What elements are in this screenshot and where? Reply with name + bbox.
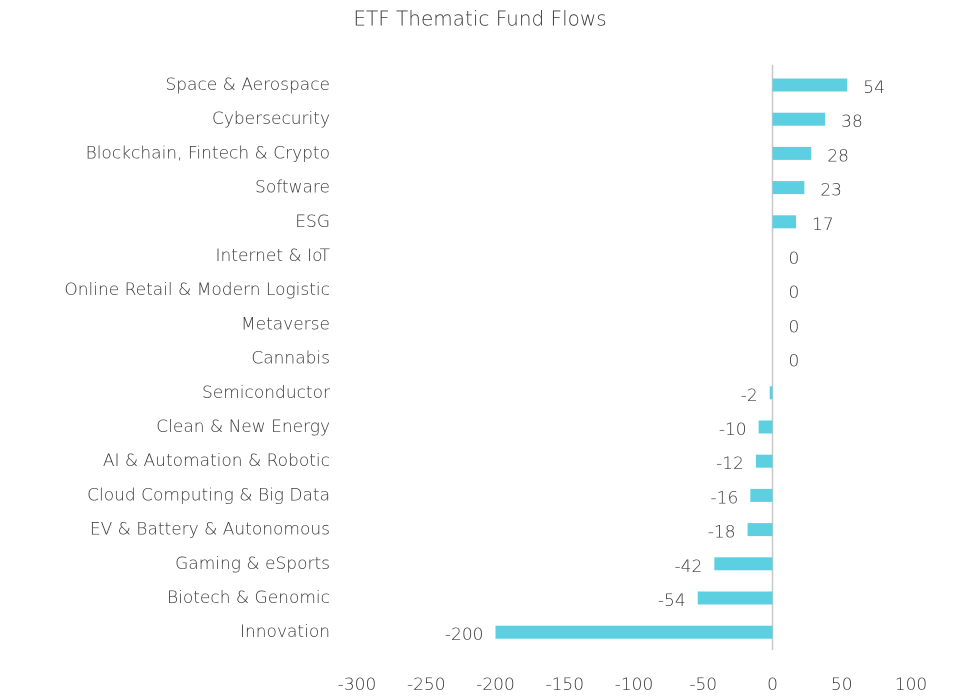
value-label: 28 — [827, 146, 849, 166]
value-label: -16 — [711, 488, 739, 508]
value-label: -10 — [719, 420, 747, 440]
x-tick-label: -150 — [545, 675, 584, 695]
value-label: 54 — [863, 78, 885, 98]
value-label: 38 — [841, 112, 863, 132]
category-label: AI & Automation & Robotic — [103, 451, 330, 471]
bar — [772, 146, 812, 160]
category-label: Online Retail & Modern Logistic — [64, 280, 330, 300]
category-label: Semiconductor — [202, 383, 330, 403]
category-label: Biotech & Genomic — [167, 588, 330, 608]
value-label: 23 — [820, 181, 842, 201]
value-label: -42 — [675, 557, 703, 577]
category-label: EV & Battery & Autonomous — [90, 520, 330, 540]
category-label: Cannabis — [251, 349, 330, 369]
bar — [495, 625, 773, 639]
chart-title: ETF Thematic Fund Flows — [353, 7, 606, 31]
value-label: 0 — [789, 317, 800, 337]
x-tick-label: -200 — [476, 675, 515, 695]
category-label: Internet & IoT — [216, 246, 331, 266]
category-label: Cybersecurity — [212, 109, 330, 129]
category-label: Clean & New Energy — [156, 417, 330, 437]
bar — [747, 523, 773, 537]
category-label: Space & Aerospace — [165, 75, 330, 95]
x-tick-label: 0 — [767, 675, 778, 695]
value-label: 0 — [789, 352, 800, 372]
x-tick-label: -300 — [338, 675, 377, 695]
value-label: 0 — [789, 249, 800, 269]
x-tick-label: -50 — [689, 675, 717, 695]
value-label: -12 — [716, 454, 744, 474]
category-label: Software — [255, 178, 330, 198]
category-label: Blockchain, Fintech & Crypto — [86, 143, 330, 163]
x-tick-label: 50 — [831, 675, 853, 695]
x-tick-label: 100 — [895, 675, 927, 695]
value-label: 0 — [789, 283, 800, 303]
value-label: 17 — [812, 215, 834, 235]
bar — [769, 386, 773, 400]
category-label: Metaverse — [241, 314, 330, 334]
bar — [697, 591, 773, 605]
value-label: -54 — [658, 591, 686, 611]
bar — [772, 78, 848, 92]
bar — [755, 454, 773, 468]
x-tick-label: -100 — [615, 675, 654, 695]
bar — [772, 215, 797, 229]
value-label: -2 — [741, 386, 758, 406]
x-tick-label: -250 — [407, 675, 446, 695]
category-label: Gaming & eSports — [175, 554, 330, 574]
category-label: Cloud Computing & Big Data — [87, 485, 330, 505]
category-label: ESG — [295, 212, 330, 232]
category-label: Innovation — [240, 622, 330, 642]
bar — [758, 420, 773, 434]
bar — [772, 181, 805, 195]
bar — [750, 488, 773, 502]
value-label: -18 — [708, 523, 736, 543]
value-label: -200 — [445, 625, 484, 645]
bar — [714, 557, 773, 571]
bar — [772, 112, 826, 126]
